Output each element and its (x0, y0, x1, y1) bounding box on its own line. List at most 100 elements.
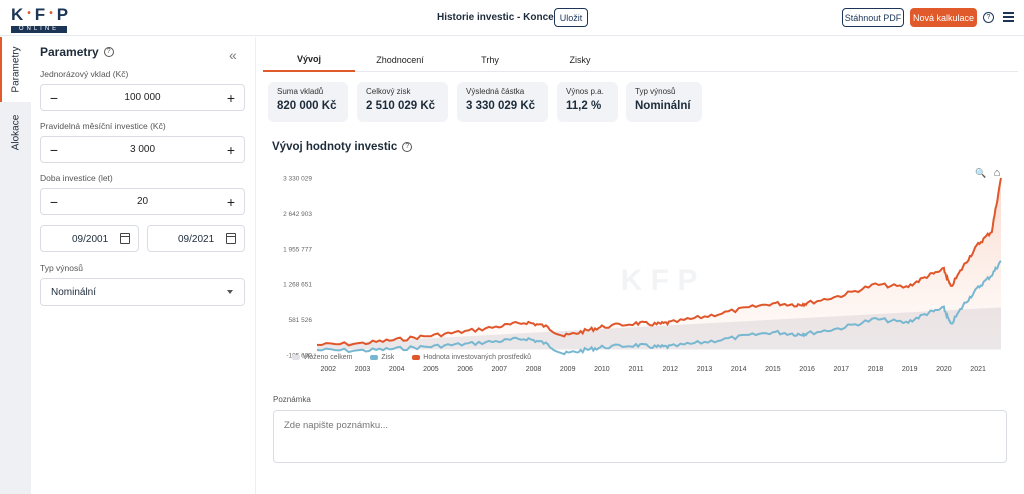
x-tick-label: 2015 (765, 366, 781, 373)
note-label: Poznámka (273, 395, 311, 404)
tab-zisky[interactable]: Zisky (569, 55, 591, 65)
help-icon[interactable]: ? (103, 47, 114, 57)
vtab-label: Parametry (11, 46, 22, 93)
return-type-select[interactable]: Nominální (40, 278, 245, 306)
summary-card: Celkový zisk 2 510 029 Kč (357, 82, 448, 122)
duration-stepper: − 20 + (40, 188, 245, 215)
one-time-deposit-input[interactable]: 100 000 (124, 92, 161, 103)
y-tick-label: 1 955 777 (283, 246, 312, 253)
hamburger-menu-icon[interactable] (1003, 12, 1014, 22)
card-value: 11,2 % (566, 100, 602, 112)
summary-card: Suma vkladů 820 000 Kč (268, 82, 348, 122)
vtab-label: Alokace (10, 114, 22, 150)
monthly-investment-stepper: − 3 000 + (40, 136, 245, 163)
one-time-deposit-label: Jednorázový vklad (Kč) (40, 69, 129, 79)
vtab-parametry[interactable]: Parametry (0, 37, 31, 102)
logo-dot: • (49, 8, 54, 19)
logo-letter-k: K (11, 5, 25, 24)
legend-label: Zisk (381, 354, 395, 361)
watermark: K F P (621, 264, 698, 297)
note-textarea[interactable] (273, 410, 1007, 463)
legend-swatch (292, 355, 300, 360)
value-chart: 3 330 029 2 642 903 1 955 777 1 268 651 581 … (283, 167, 1002, 373)
x-tick-label: 2007 (491, 366, 507, 373)
x-tick-label: 2014 (731, 366, 747, 373)
help-icon[interactable]: ? (402, 142, 413, 152)
x-tick-label: 2006 (457, 366, 473, 373)
decrement-button[interactable]: − (49, 194, 59, 210)
tab-zhodnoceni[interactable]: Zhodnocení (376, 55, 424, 65)
legend-item[interactable]: Zisk (370, 354, 394, 361)
chart-legend: Vloženo celkem Zisk Hodnota investovaných … (292, 354, 531, 361)
legend-item[interactable]: Vloženo celkem (292, 354, 352, 361)
logo-subtitle: ONLINE (11, 26, 67, 33)
monthly-investment-label: Pravidelná měsíční investice (Kč) (40, 121, 166, 131)
panel-title: Parametry ? (40, 45, 114, 59)
x-tick-label: 2005 (423, 366, 439, 373)
card-value: Nominální (635, 100, 691, 112)
legend-item[interactable]: Hodnota investovaných prostředků (412, 354, 531, 361)
decrement-button[interactable]: − (49, 90, 59, 106)
card-label: Suma vkladů (277, 87, 324, 96)
legend-label: Vloženo celkem (303, 354, 353, 361)
date-to-value: 09/2021 (178, 234, 215, 245)
x-tick-label: 2009 (560, 366, 576, 373)
date-from-value: 09/2001 (72, 234, 109, 245)
card-label: Výsledná částka (466, 87, 525, 96)
document-title: Historie investic - Koncept (437, 12, 564, 23)
increment-button[interactable]: + (226, 194, 236, 210)
save-button[interactable]: Uložit (554, 8, 588, 27)
x-tick-label: 2003 (355, 366, 371, 373)
result-tabs: Vývoj Zhodnocení Trhy Zisky (263, 48, 1018, 72)
card-label: Celkový zisk (366, 87, 411, 96)
vertical-tab-bar: Parametry Alokace (0, 37, 31, 494)
vtab-alokace[interactable]: Alokace (0, 107, 31, 157)
chart-title: Vývoj hodnoty investic ? (272, 141, 413, 153)
x-tick-label: 2017 (833, 366, 849, 373)
summary-card: Výsledná částka 3 330 029 Kč (457, 82, 548, 122)
download-pdf-button[interactable]: Stáhnout PDF (842, 8, 904, 27)
calendar-icon[interactable] (120, 233, 130, 244)
kfp-logo[interactable]: K • F • P ONLINE (11, 5, 71, 33)
x-tick-label: 2008 (526, 366, 542, 373)
main-content: Vývoj Zhodnocení Trhy Zisky Suma vkladů … (257, 37, 1024, 494)
card-label: Typ výnosů (635, 87, 676, 96)
monthly-investment-input[interactable]: 3 000 (129, 144, 156, 155)
increment-button[interactable]: + (226, 142, 236, 158)
x-tick-label: 2020 (936, 366, 952, 373)
date-to-field[interactable]: 09/2021 (147, 225, 245, 252)
logo-letter-f: F (34, 5, 47, 24)
tab-trhy[interactable]: Trhy (481, 55, 499, 65)
new-calculation-button[interactable]: Nová kalkulace (910, 8, 977, 27)
zoom-icon[interactable]: 🔍 (975, 167, 986, 178)
return-type-value: Nominální (51, 287, 97, 298)
x-tick-label: 2010 (594, 366, 610, 373)
logo-dot: • (27, 8, 32, 19)
series-area-hodnota (317, 178, 1001, 350)
chart-title-text: Vývoj hodnoty investic (272, 141, 398, 153)
y-tick-label: 3 330 029 (283, 176, 312, 183)
chevron-down-icon (227, 290, 233, 294)
increment-button[interactable]: + (226, 90, 236, 106)
series-line-zisk (316, 260, 1002, 356)
legend-label: Hodnota investovaných prostředků (423, 354, 532, 361)
summary-card: Výnos p.a. 11,2 % (557, 82, 618, 122)
home-icon[interactable]: ⌂ (994, 167, 1001, 179)
card-value: 2 510 029 Kč (366, 100, 436, 112)
calendar-icon[interactable] (226, 233, 236, 244)
collapse-panel-icon[interactable]: « (229, 47, 237, 63)
x-tick-label: 2013 (697, 366, 713, 373)
x-tick-label: 2016 (799, 366, 815, 373)
date-from-field[interactable]: 09/2001 (40, 225, 139, 252)
x-tick-label: 2002 (320, 366, 336, 373)
tab-vyvoj[interactable]: Vývoj (263, 48, 355, 72)
x-tick-label: 2004 (389, 366, 405, 373)
one-time-deposit-stepper: − 100 000 + (40, 84, 245, 111)
duration-label: Doba investice (let) (40, 173, 113, 183)
legend-swatch (412, 355, 421, 360)
decrement-button[interactable]: − (49, 142, 59, 158)
y-tick-label: 2 642 903 (283, 211, 312, 218)
card-label: Výnos p.a. (566, 87, 604, 96)
duration-input[interactable]: 20 (136, 196, 149, 207)
help-icon[interactable]: ? (983, 12, 994, 23)
